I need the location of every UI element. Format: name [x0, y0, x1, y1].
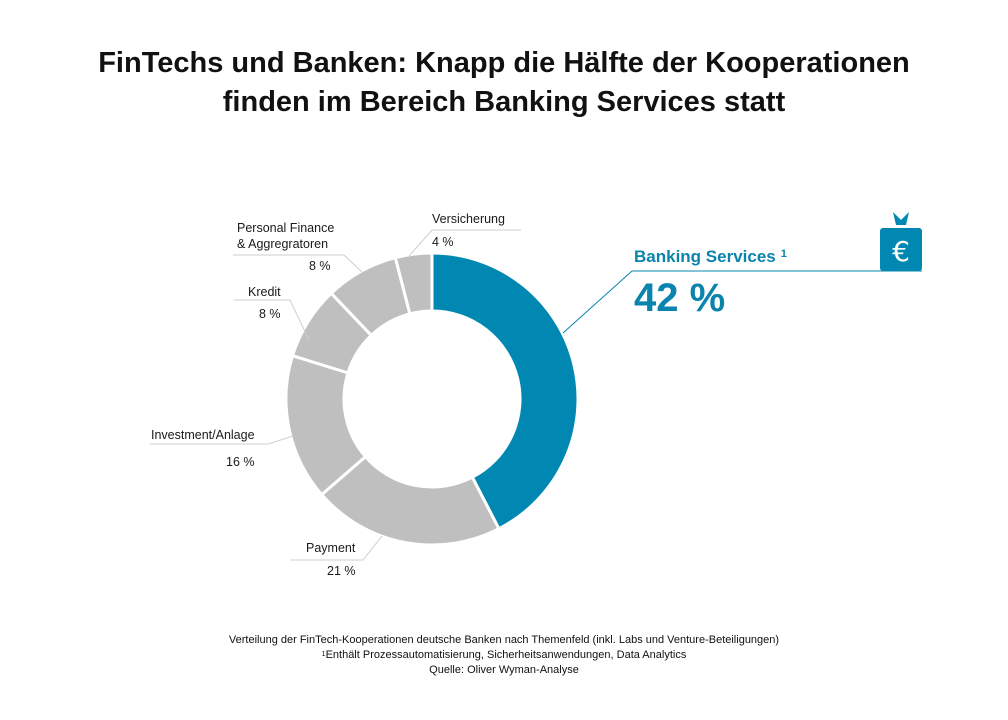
footer-description: Verteilung der FinTech-Kooperationen deu… — [228, 634, 780, 646]
label-name-kredit: Kredit — [248, 285, 281, 299]
chart-title-line-1: FinTechs und Banken: Knapp die Hälfte de… — [98, 47, 910, 79]
leader-line-versicherung — [408, 229, 521, 257]
chart-title: FinTechs und Banken: Knapp die Hälfte de… — [0, 44, 1008, 122]
footer-footnote: 1Enthält Prozessautomatisierung, Sicherh… — [0, 648, 1008, 663]
label-name-line-personal-finance-aggregratoren-2: & Aggregratoren — [237, 237, 328, 251]
leader-line-kredit — [234, 299, 310, 341]
callout-name-text: Banking Services — [634, 247, 776, 266]
callout-value-banking-services: 42 % — [634, 276, 725, 320]
slice-banking-services — [430, 251, 580, 531]
label-name-investment-anlage: Investment/Anlage — [151, 428, 255, 442]
label-name-line-personal-finance-aggregratoren-1: Personal Finance — [237, 221, 334, 235]
leader-line-personal-finance-aggregratoren — [233, 254, 363, 273]
label-value-kredit: 8 % — [259, 307, 281, 321]
label-name-payment: Payment — [306, 541, 356, 555]
label-value-payment: 21 % — [327, 564, 356, 578]
leader-line-banking-services — [562, 270, 922, 334]
leader-line-investment-anlage — [150, 435, 294, 445]
chart-title-line-2: finden im Bereich Banking Services statt — [222, 86, 786, 118]
label-value-personal-finance-aggregratoren: 8 % — [309, 259, 331, 273]
euro-sign-icon: € — [892, 235, 910, 268]
callout-name-banking-services: Banking Services 1 — [634, 247, 787, 266]
money-bag-tie-icon — [893, 212, 909, 225]
label-name-personal-finance-aggregratoren: Personal Finance & Aggregratoren — [237, 221, 334, 251]
footnote-text: Enthält Prozessautomatisierung, Sicherhe… — [325, 649, 687, 661]
money-bag-euro-icon: € — [880, 212, 922, 271]
leader-line-payment — [290, 535, 383, 561]
slice-versicherung — [393, 251, 434, 316]
label-name-versicherung: Versicherung — [432, 212, 505, 226]
footnote-mark: 1 — [321, 651, 326, 658]
label-value-investment-anlage: 16 % — [226, 455, 255, 469]
money-bag-body-icon — [880, 228, 922, 271]
footer-source: Quelle: Oliver Wyman-Analyse — [429, 664, 579, 676]
chart-footer: Verteilung der FinTech-Kooperationen deu… — [0, 633, 1008, 678]
callout-footnote-mark: 1 — [781, 248, 787, 260]
label-value-versicherung: 4 % — [432, 235, 454, 249]
